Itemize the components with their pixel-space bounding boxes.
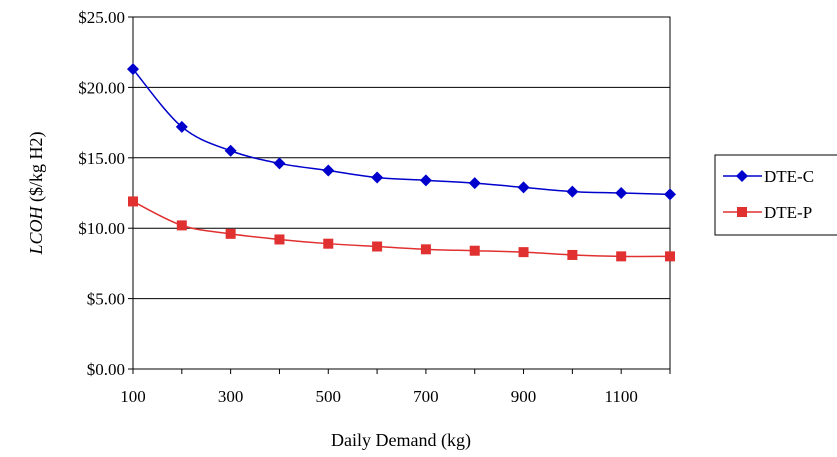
y-axis-title-rest: ($/kg H2) — [26, 131, 47, 206]
data-point — [274, 234, 285, 245]
series-group — [127, 63, 676, 262]
legend-swatch-marker — [737, 207, 747, 217]
data-point — [664, 188, 676, 201]
legend-label: DTE-P — [764, 203, 812, 222]
y-axis-ticks: $0.00 $5.00 $10.00 $15.00 $20.00 $25.00 — [78, 8, 133, 379]
data-point — [128, 196, 138, 207]
data-point — [518, 247, 529, 258]
y-axis-title-italic: LCOH — [26, 205, 46, 255]
data-point — [175, 120, 188, 133]
series-line — [132, 200, 671, 258]
legend-item-dte-c: DTE-C — [723, 167, 814, 186]
legend-box — [714, 154, 837, 236]
legend-item-dte-p: DTE-P — [723, 203, 812, 222]
x-tick-label: 500 — [316, 387, 342, 406]
x-tick-label: 900 — [511, 387, 537, 406]
legend-label: DTE-C — [764, 167, 814, 186]
x-tick-label: 1100 — [604, 387, 637, 406]
y-axis-title: LCOH ($/kg H2) — [26, 131, 47, 255]
x-tick-label: 700 — [413, 387, 439, 406]
y-tick-label: $25.00 — [78, 8, 125, 27]
legend-swatch-marker — [736, 170, 748, 182]
y-tick-label: $20.00 — [78, 78, 125, 97]
data-point — [323, 238, 334, 249]
data-point — [127, 63, 139, 76]
data-point — [420, 244, 431, 255]
x-tick-label: 300 — [218, 387, 244, 406]
data-point — [224, 144, 237, 157]
data-point — [176, 220, 187, 231]
data-point — [322, 164, 335, 177]
data-point — [517, 181, 530, 194]
series-dte-c — [127, 63, 676, 201]
data-point — [419, 174, 432, 187]
data-point — [273, 157, 286, 170]
y-tick-label: $10.00 — [78, 219, 125, 238]
data-point — [372, 241, 383, 252]
data-point — [615, 187, 628, 199]
data-point — [469, 245, 480, 256]
x-tick-label: 100 — [120, 387, 146, 406]
data-point — [616, 251, 627, 262]
legend: DTE-C DTE-P — [714, 154, 837, 236]
data-point — [371, 171, 384, 184]
x-axis-ticks: 100 300 500 700 900 1100 — [120, 369, 671, 406]
data-point — [665, 251, 675, 262]
series-dte-p — [128, 196, 675, 262]
gridlines — [133, 86, 670, 300]
y-tick-label: $5.00 — [87, 290, 125, 309]
x-axis-title: Daily Demand (kg) — [331, 430, 471, 451]
data-point — [468, 177, 481, 190]
data-point — [566, 185, 579, 198]
y-tick-label: $0.00 — [87, 360, 125, 379]
y-tick-label: $15.00 — [78, 149, 125, 168]
data-point — [567, 249, 578, 260]
data-point — [225, 228, 236, 239]
